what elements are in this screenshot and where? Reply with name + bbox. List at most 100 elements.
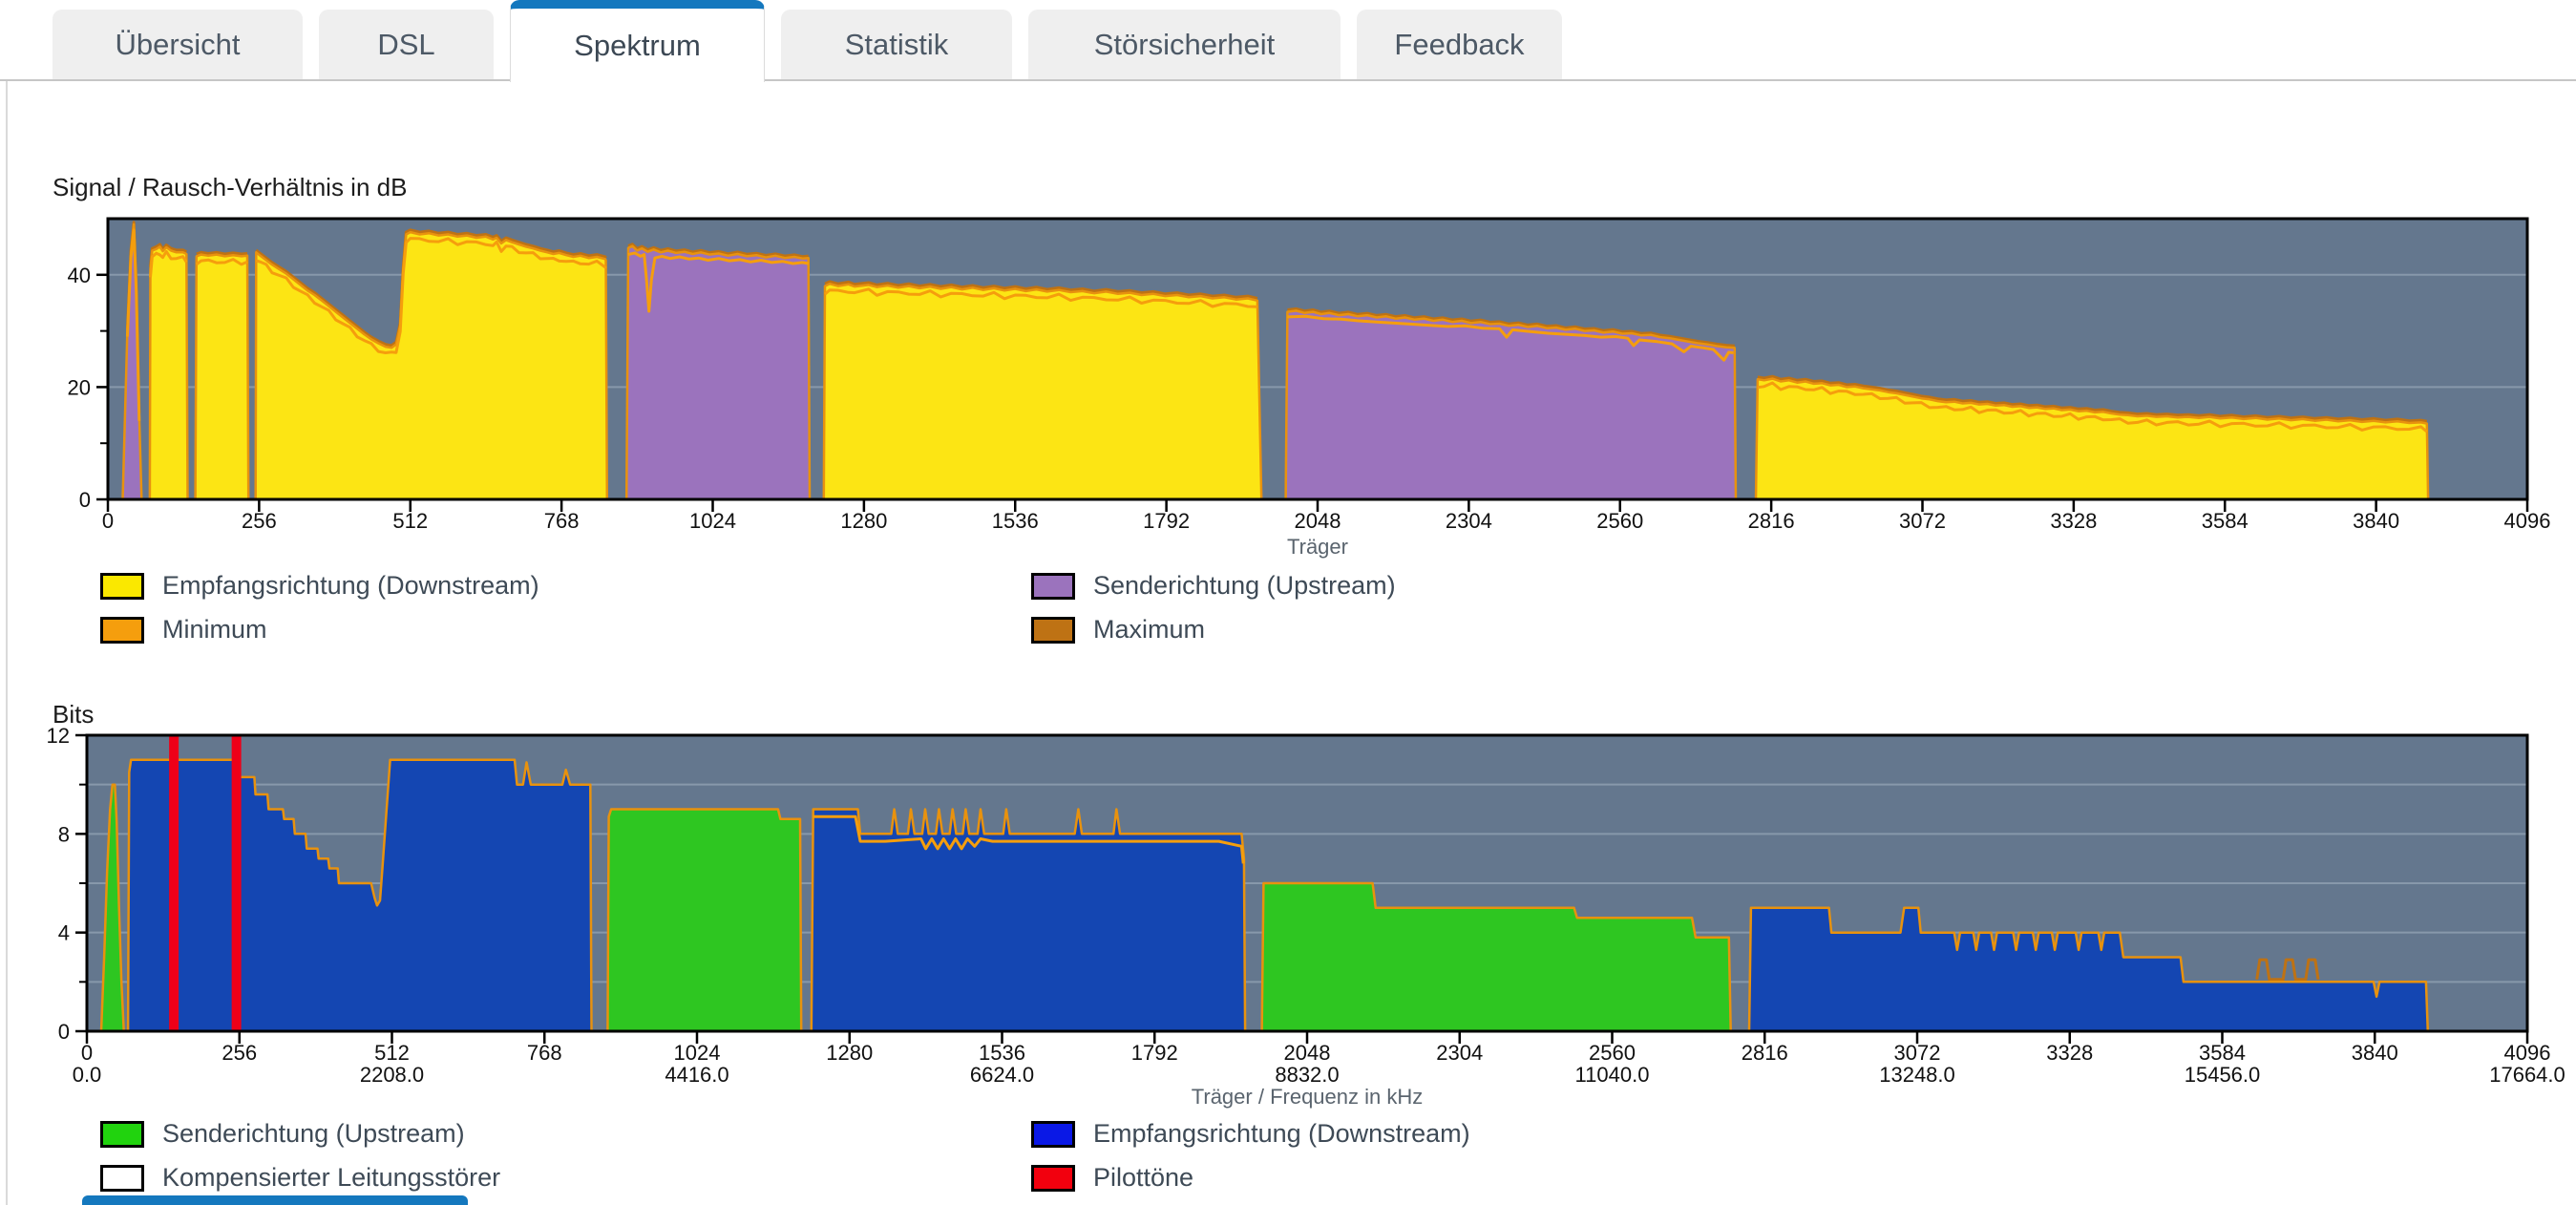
svg-text:0: 0 — [79, 488, 91, 512]
svg-text:3328: 3328 — [2050, 509, 2097, 533]
svg-text:512: 512 — [392, 509, 428, 533]
svg-text:2048: 2048 — [1284, 1041, 1331, 1065]
legend-swatch — [1031, 616, 1075, 644]
svg-text:1280: 1280 — [826, 1041, 873, 1065]
tab-dsl[interactable]: DSL — [319, 10, 494, 79]
svg-text:1024: 1024 — [674, 1041, 721, 1065]
svg-text:3840: 3840 — [2352, 1041, 2398, 1065]
svg-text:768: 768 — [544, 509, 580, 533]
legend-label: Empfangsrichtung (Downstream) — [162, 571, 539, 600]
legend-item: Pilottöne — [1031, 1163, 1470, 1192]
tab-spektrum[interactable]: Spektrum — [510, 0, 765, 82]
legend-item: Kompensierter Leitungsstörer — [100, 1163, 1031, 1192]
svg-text:1280: 1280 — [840, 509, 887, 533]
legend-item: Senderichtung (Upstream) — [100, 1119, 1031, 1148]
svg-text:20: 20 — [68, 375, 91, 399]
svg-text:2816: 2816 — [1748, 509, 1795, 533]
svg-text:2304: 2304 — [1436, 1041, 1483, 1065]
legend-label: Maximum — [1093, 615, 1206, 644]
svg-text:3840: 3840 — [2353, 509, 2399, 533]
svg-text:8: 8 — [58, 822, 70, 846]
svg-text:2816: 2816 — [1742, 1041, 1788, 1065]
x-axis-title: Träger / Frequenz in kHz — [1192, 1085, 1424, 1109]
svg-text:512: 512 — [374, 1041, 410, 1065]
svg-text:4096: 4096 — [2504, 509, 2551, 533]
svg-text:1536: 1536 — [992, 509, 1039, 533]
svg-text:0.0: 0.0 — [73, 1063, 102, 1087]
svg-text:1024: 1024 — [689, 509, 736, 533]
svg-text:12: 12 — [47, 724, 70, 748]
legend-label: Kompensierter Leitungsstörer — [162, 1163, 501, 1192]
svg-text:13248.0: 13248.0 — [1879, 1063, 1955, 1087]
legend-label: Empfangsrichtung (Downstream) — [1093, 1119, 1470, 1148]
tab-stoersicherheit[interactable]: Störsicherheit — [1028, 10, 1341, 79]
legend-swatch — [1031, 1120, 1075, 1148]
svg-text:4: 4 — [58, 921, 70, 945]
tab-label: Übersicht — [115, 27, 241, 61]
svg-text:40: 40 — [68, 264, 91, 287]
tab-label: DSL — [377, 27, 435, 61]
svg-text:4416.0: 4416.0 — [665, 1063, 728, 1087]
tab-bar: Übersicht DSL Spektrum Statistik Störsicherh… — [0, 0, 2576, 82]
legend-swatch — [100, 616, 144, 644]
bits-legend: Senderichtung (Upstream) Empfangsrichtung… — [100, 1119, 1470, 1205]
svg-text:0: 0 — [81, 1041, 93, 1065]
legend-label: Senderichtung (Upstream) — [1093, 571, 1396, 600]
svg-text:0: 0 — [58, 1020, 70, 1044]
svg-text:4096: 4096 — [2504, 1041, 2551, 1065]
svg-text:17664.0: 17664.0 — [2489, 1063, 2565, 1087]
legend-label: Senderichtung (Upstream) — [162, 1119, 465, 1148]
svg-text:256: 256 — [242, 509, 277, 533]
tab-label: Spektrum — [574, 28, 701, 62]
svg-text:3072: 3072 — [1899, 509, 1946, 533]
svg-text:3072: 3072 — [1894, 1041, 1941, 1065]
spektrum-panel: Signal / Rausch-Verhältnis in dB 0 256 512… — [0, 81, 2576, 1205]
content-left-border — [6, 81, 8, 1205]
svg-text:2560: 2560 — [1589, 1041, 1636, 1065]
tab-statistik[interactable]: Statistik — [781, 10, 1012, 79]
legend-swatch — [100, 1164, 144, 1192]
snr-legend: Empfangsrichtung (Downstream) Senderichtu… — [100, 571, 1396, 660]
svg-text:6624.0: 6624.0 — [970, 1063, 1034, 1087]
svg-text:15456.0: 15456.0 — [2185, 1063, 2261, 1087]
snr-chart: 0 256 512 768 1024 1280 1536 1792 2048 2304 2560 28… — [68, 217, 2551, 559]
legend-swatch — [1031, 572, 1075, 600]
bits-chart: 0 256 512 768 1024 1280 1536 1792 2048 2304 2560 28… — [47, 724, 2565, 1109]
snr-chart-title: Signal / Rausch-Verhältnis in dB — [53, 173, 408, 201]
svg-text:2208.0: 2208.0 — [360, 1063, 424, 1087]
legend-item: Minimum — [100, 615, 1031, 644]
svg-text:3328: 3328 — [2046, 1041, 2093, 1065]
svg-text:1792: 1792 — [1143, 509, 1190, 533]
legend-item: Empfangsrichtung (Downstream) — [1031, 1119, 1470, 1148]
svg-text:1536: 1536 — [979, 1041, 1025, 1065]
svg-text:3584: 3584 — [2202, 509, 2249, 533]
tab-label: Feedback — [1394, 27, 1525, 61]
legend-item: Senderichtung (Upstream) — [1031, 571, 1396, 600]
legend-swatch — [100, 572, 144, 600]
svg-text:2048: 2048 — [1295, 509, 1341, 533]
svg-text:2304: 2304 — [1446, 509, 1492, 533]
next-tab-sliver[interactable] — [82, 1195, 468, 1205]
svg-text:0: 0 — [102, 509, 114, 533]
svg-text:1792: 1792 — [1131, 1041, 1178, 1065]
svg-text:256: 256 — [222, 1041, 257, 1065]
legend-label: Pilottöne — [1093, 1163, 1194, 1192]
svg-text:2560: 2560 — [1596, 509, 1643, 533]
bits-chart-title: Bits — [53, 700, 95, 729]
legend-item: Maximum — [1031, 615, 1396, 644]
legend-label: Minimum — [162, 615, 267, 644]
svg-text:11040.0: 11040.0 — [1575, 1063, 1650, 1087]
tab-uebersicht[interactable]: Übersicht — [53, 10, 303, 79]
svg-text:768: 768 — [527, 1041, 562, 1065]
legend-swatch — [100, 1120, 144, 1148]
svg-text:8832.0: 8832.0 — [1275, 1063, 1339, 1087]
tab-label: Störsicherheit — [1093, 27, 1276, 61]
tab-label: Statistik — [844, 27, 949, 61]
legend-item: Empfangsrichtung (Downstream) — [100, 571, 1031, 600]
tab-feedback[interactable]: Feedback — [1357, 10, 1562, 79]
svg-text:3584: 3584 — [2199, 1041, 2246, 1065]
tab-list: Übersicht DSL Spektrum Statistik Störsicherh… — [53, 0, 1578, 82]
legend-swatch — [1031, 1164, 1075, 1192]
x-axis-title: Träger — [1287, 535, 1348, 559]
